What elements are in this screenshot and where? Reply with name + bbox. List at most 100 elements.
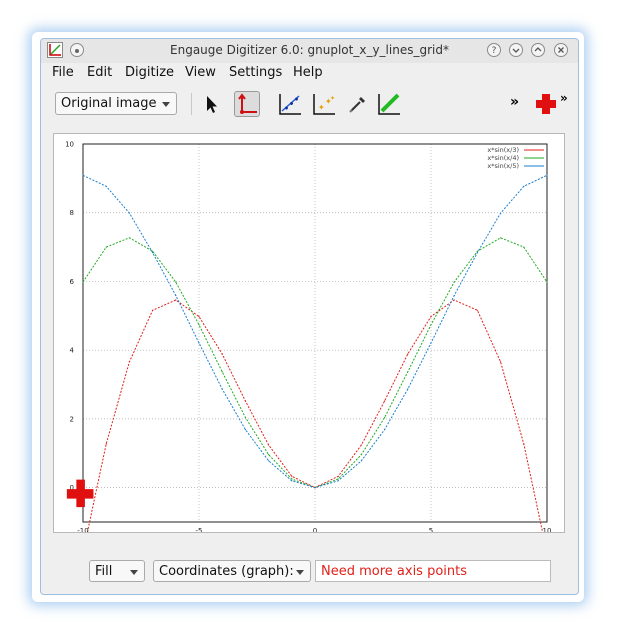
chart-series bbox=[82, 174, 548, 554]
engauge-app-icon bbox=[47, 42, 63, 58]
data-point bbox=[175, 294, 177, 297]
help-button[interactable]: ? bbox=[487, 43, 501, 57]
document-canvas[interactable]: -10 -5 0 5 10 10 8 6 4 2 0 x*sin(x/3) x*sin(x/4) x*s… bbox=[53, 133, 565, 554]
data-point bbox=[360, 444, 362, 446]
point-match-icon: ✦ ✦ ✦ bbox=[313, 94, 335, 115]
curve-point-tool-button[interactable] bbox=[277, 91, 303, 117]
coordinates-select[interactable]: Coordinates (graph): bbox=[153, 560, 311, 582]
data-point bbox=[430, 324, 432, 326]
x-tick-label: 0 bbox=[313, 527, 317, 532]
chart-axes bbox=[82, 143, 548, 523]
eyedropper-icon bbox=[349, 97, 365, 113]
data-point bbox=[337, 475, 339, 477]
data-point bbox=[430, 342, 432, 344]
y-tick-label: 0 bbox=[70, 484, 74, 492]
data-point bbox=[244, 400, 246, 402]
title-bar[interactable]: Engauge Digitizer 6.0: gnuplot_x_y_lines… bbox=[41, 39, 578, 63]
menu-settings[interactable]: Settings bbox=[229, 65, 283, 80]
x-tick-label: -5 bbox=[196, 527, 203, 532]
data-point bbox=[384, 416, 386, 419]
data-point bbox=[221, 353, 223, 355]
data-point bbox=[221, 371, 223, 373]
data-point bbox=[152, 252, 154, 254]
data-point bbox=[291, 478, 293, 480]
data-point bbox=[337, 478, 339, 480]
data-point bbox=[476, 309, 478, 311]
close-button[interactable] bbox=[554, 43, 568, 57]
checklist-tool-button[interactable] bbox=[533, 91, 559, 117]
data-point bbox=[198, 324, 200, 326]
fill-select-value: Fill bbox=[95, 564, 113, 579]
y-tick-label: 6 bbox=[70, 278, 75, 286]
data-point bbox=[128, 212, 130, 214]
axis-point-tool-button[interactable] bbox=[234, 91, 260, 117]
chevron-up-icon bbox=[534, 47, 542, 52]
menu-file[interactable]: File bbox=[52, 65, 74, 80]
data-point bbox=[523, 443, 525, 445]
data-point bbox=[337, 480, 339, 482]
data-point bbox=[407, 371, 409, 373]
menu-digitize[interactable]: Digitize bbox=[125, 65, 175, 80]
data-point bbox=[105, 443, 107, 445]
maximize-button[interactable] bbox=[531, 43, 545, 57]
color-picker-tool-button[interactable] bbox=[344, 91, 370, 117]
data-point bbox=[105, 185, 107, 187]
data-point bbox=[453, 299, 455, 301]
segment-fill-tool-button[interactable] bbox=[376, 91, 402, 117]
pointer-arrow-icon bbox=[207, 96, 217, 113]
chevron-down-icon bbox=[162, 102, 170, 107]
y-tick-label: 10 bbox=[65, 141, 74, 149]
data-point bbox=[407, 388, 409, 390]
y-tick-label: 2 bbox=[70, 415, 74, 423]
toolbar-overflow-button-2[interactable]: » bbox=[560, 91, 568, 105]
menu-view[interactable]: View bbox=[185, 65, 216, 80]
point-match-tool-button[interactable]: ✦ ✦ ✦ bbox=[311, 91, 337, 117]
data-point bbox=[546, 281, 548, 283]
y-tick-label: 8 bbox=[70, 209, 74, 217]
data-point bbox=[453, 294, 455, 297]
data-point bbox=[175, 299, 177, 301]
chart-svg[interactable]: -10 -5 0 5 10 10 8 6 4 2 0 x*sin(x/3)x*sin(x/4)x*s… bbox=[54, 134, 564, 554]
minimize-button[interactable] bbox=[509, 43, 523, 57]
svg-text:✦: ✦ bbox=[318, 103, 325, 112]
data-point bbox=[500, 212, 502, 214]
segment-fill-icon bbox=[378, 93, 400, 115]
menu-help[interactable]: Help bbox=[293, 65, 323, 80]
menu-bar: File Edit Digitize View Settings Help bbox=[41, 63, 578, 83]
data-point bbox=[360, 460, 362, 462]
chevron-down-icon bbox=[130, 570, 138, 575]
data-point bbox=[291, 475, 293, 477]
axis-point-marker[interactable] bbox=[66, 479, 94, 508]
data-point bbox=[407, 353, 409, 355]
data-point bbox=[360, 454, 362, 456]
data-point bbox=[430, 315, 432, 318]
window-title: Engauge Digitizer 6.0: gnuplot_x_y_lines… bbox=[170, 43, 449, 57]
background-image-select[interactable]: Original image bbox=[55, 92, 177, 115]
data-point bbox=[244, 429, 246, 431]
coordinates-select-value: Coordinates (graph): bbox=[159, 564, 294, 579]
legend-label: x*sin(x/3) bbox=[487, 146, 519, 154]
fill-select[interactable]: Fill bbox=[89, 560, 145, 582]
data-point bbox=[152, 309, 154, 311]
data-point bbox=[82, 281, 84, 283]
red-cross-icon bbox=[536, 94, 556, 114]
data-point bbox=[291, 480, 293, 482]
plot-frame bbox=[82, 143, 548, 523]
data-point bbox=[384, 400, 386, 402]
data-point bbox=[500, 237, 502, 239]
background-select-value: Original image bbox=[61, 96, 157, 111]
window-menu-button[interactable] bbox=[70, 43, 84, 57]
menu-edit[interactable]: Edit bbox=[87, 65, 113, 80]
svg-text:✦: ✦ bbox=[325, 97, 332, 106]
chart-background bbox=[54, 134, 564, 532]
data-point bbox=[105, 246, 107, 248]
chart-ticks: -10 -5 0 5 10 10 8 6 4 2 0 bbox=[65, 141, 551, 536]
data-point bbox=[523, 185, 525, 187]
data-point bbox=[198, 315, 200, 318]
status-message: Need more axis points bbox=[315, 560, 551, 582]
data-point bbox=[198, 342, 200, 344]
data-point bbox=[268, 444, 270, 446]
select-tool-button[interactable] bbox=[199, 91, 225, 117]
toolbar-overflow-button[interactable]: » bbox=[510, 94, 520, 110]
app-window: Engauge Digitizer 6.0: gnuplot_x_y_lines… bbox=[40, 38, 579, 595]
